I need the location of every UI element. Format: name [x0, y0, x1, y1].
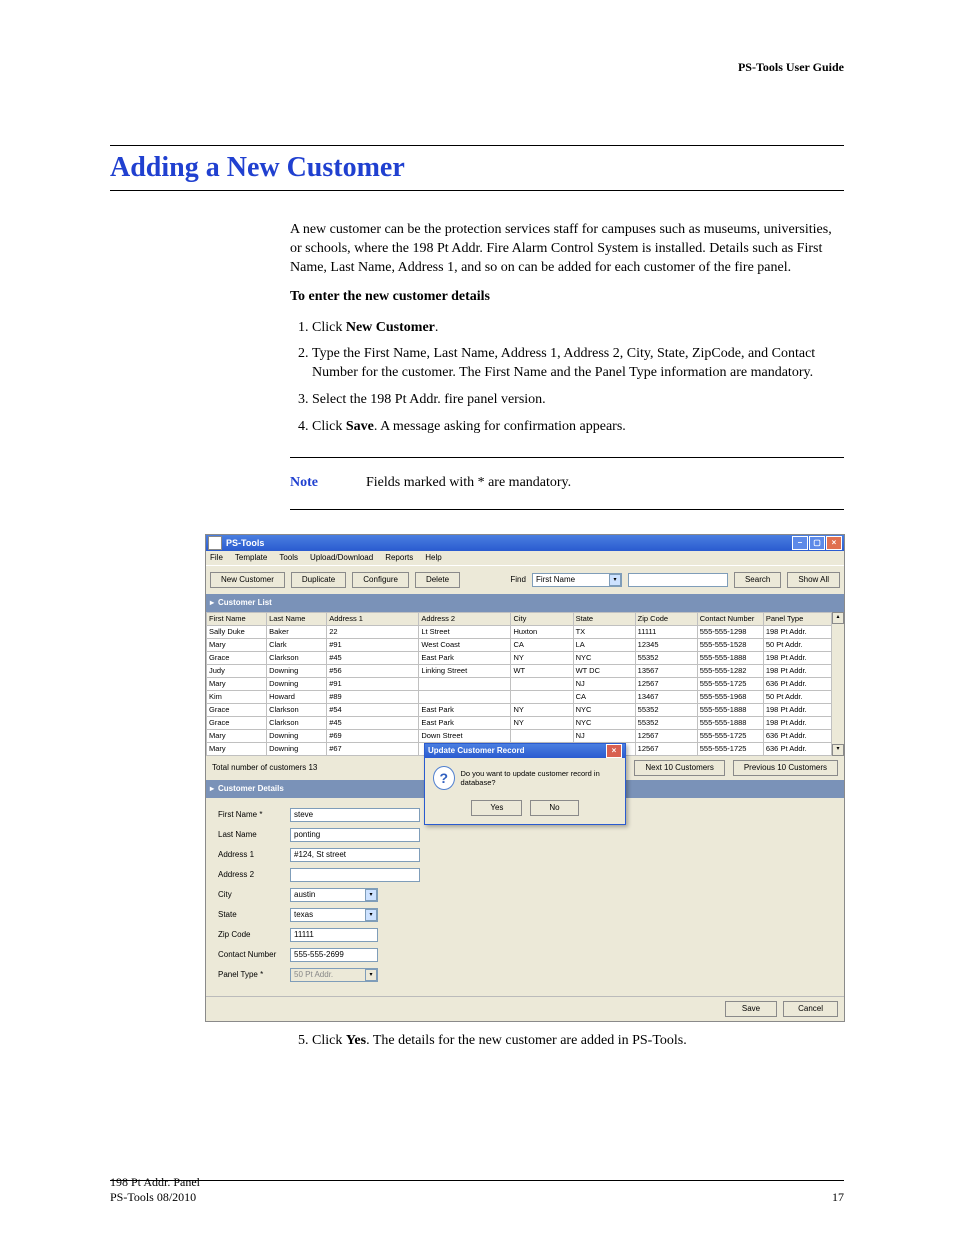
last-name-label: Last Name: [218, 830, 290, 839]
dialog-close-icon[interactable]: ×: [606, 744, 622, 758]
col-header[interactable]: Address 1: [327, 612, 419, 625]
page-footer: 198 Pt Addr. Panel PS-Tools 08/2010 17: [110, 1175, 844, 1205]
duplicate-button[interactable]: Duplicate: [291, 572, 346, 588]
table-row[interactable]: MaryDowning#69Down StreetNJ12567555-555-…: [207, 729, 844, 742]
section-title: Adding a New Customer: [110, 145, 844, 191]
zip-label: Zip Code: [218, 930, 290, 939]
minimize-icon[interactable]: –: [792, 536, 808, 550]
step-item: Click New Customer.: [312, 317, 844, 344]
find-input[interactable]: [628, 573, 728, 587]
address2-input[interactable]: [290, 868, 420, 882]
cancel-button[interactable]: Cancel: [783, 1001, 838, 1017]
menu-file[interactable]: File: [210, 553, 223, 562]
menu-reports[interactable]: Reports: [385, 553, 413, 562]
menu-upload-download[interactable]: Upload/Download: [310, 553, 373, 562]
new-customer-button[interactable]: New Customer: [210, 572, 285, 588]
menubar: File Template Tools Upload/Download Reports H…: [206, 551, 844, 565]
table-row[interactable]: Sally DukeBaker22Lt StreetHuxtonTX111115…: [207, 625, 844, 638]
table-row[interactable]: MaryDowning#91NJ12567555-555-1725636 Pt …: [207, 677, 844, 690]
col-header[interactable]: First Name: [207, 612, 267, 625]
maximize-icon[interactable]: ▢: [809, 536, 825, 550]
col-header[interactable]: Zip Code: [635, 612, 697, 625]
step-item: Type the First Name, Last Name, Address …: [312, 343, 844, 389]
chevron-down-icon[interactable]: ▾: [609, 574, 621, 586]
col-header[interactable]: Panel Type: [763, 612, 831, 625]
intro-paragraph: A new customer can be the protection ser…: [290, 221, 844, 278]
app-screenshot: PS-Tools – ▢ × File Template Tools Upload/D…: [205, 534, 845, 1022]
dialog-message: Do you want to update customer record in…: [461, 769, 617, 787]
show-all-button[interactable]: Show All: [787, 572, 840, 588]
note-label: Note: [290, 474, 366, 493]
panel-type-label: Panel Type *: [218, 970, 290, 979]
customer-grid: First NameLast NameAddress 1Address 2Cit…: [206, 612, 844, 756]
details-form: First Name * Last Name Address 1 Address…: [206, 798, 844, 996]
app-icon: [208, 536, 222, 550]
prev-customers-button[interactable]: Previous 10 Customers: [733, 760, 838, 776]
contact-label: Contact Number: [218, 950, 290, 959]
first-name-label: First Name *: [218, 810, 290, 819]
address2-label: Address 2: [218, 870, 290, 879]
table-row[interactable]: MaryClark#91West CoastCALA12345555-555-1…: [207, 638, 844, 651]
col-header[interactable]: City: [511, 612, 573, 625]
note-text: Fields marked with * are mandatory.: [366, 474, 844, 493]
footer-date: PS-Tools 08/2010: [110, 1190, 200, 1205]
table-row[interactable]: JudyDowning#56Linking StreetWTWT DC13567…: [207, 664, 844, 677]
address1-input[interactable]: [290, 848, 420, 862]
chevron-down-icon[interactable]: ▾: [365, 909, 377, 921]
last-name-input[interactable]: [290, 828, 420, 842]
steps-list: Click New Customer.Type the First Name, …: [290, 317, 844, 443]
chevron-down-icon: ▾: [365, 969, 377, 981]
table-row[interactable]: GraceClarkson#45East ParkNYNYC55352555-5…: [207, 651, 844, 664]
menu-tools[interactable]: Tools: [279, 553, 298, 562]
delete-button[interactable]: Delete: [415, 572, 460, 588]
titlebar: PS-Tools – ▢ ×: [206, 535, 844, 551]
find-label: Find: [510, 575, 526, 584]
zip-input[interactable]: [290, 928, 378, 942]
confirm-dialog: Update Customer Record × ? Do you want t…: [424, 743, 626, 825]
steps-list-contd: Click Yes. The details for the new custo…: [290, 1030, 844, 1057]
col-header[interactable]: Address 2: [419, 612, 511, 625]
footer-product: 198 Pt Addr. Panel: [110, 1175, 200, 1190]
col-header[interactable]: State: [573, 612, 635, 625]
chevron-down-icon[interactable]: ▾: [365, 889, 377, 901]
col-header[interactable]: Contact Number: [697, 612, 763, 625]
vertical-scrollbar[interactable]: ▴ ▾: [831, 612, 844, 756]
city-label: City: [218, 890, 290, 899]
save-button[interactable]: Save: [725, 1001, 777, 1017]
contact-input[interactable]: [290, 948, 378, 962]
running-header: PS-Tools User Guide: [110, 60, 844, 75]
address1-label: Address 1: [218, 850, 290, 859]
col-header[interactable]: Last Name: [267, 612, 327, 625]
total-customers-label: Total number of customers 13: [212, 763, 317, 772]
table-row[interactable]: GraceClarkson#45East ParkNYNYC55352555-5…: [207, 716, 844, 729]
menu-help[interactable]: Help: [425, 553, 441, 562]
scroll-down-icon[interactable]: ▾: [832, 744, 844, 756]
table-row[interactable]: GraceClarkson#54East ParkNYNYC55352555-5…: [207, 703, 844, 716]
step-5: Click Yes. The details for the new custo…: [312, 1030, 844, 1057]
search-button[interactable]: Search: [734, 572, 781, 588]
menu-template[interactable]: Template: [235, 553, 267, 562]
step-item: Click Save. A message asking for confirm…: [312, 416, 844, 443]
first-name-input[interactable]: [290, 808, 420, 822]
customer-list-header: ▸Customer List: [206, 594, 844, 612]
scroll-up-icon[interactable]: ▴: [832, 612, 844, 624]
step-item: Select the 198 Pt Addr. fire panel versi…: [312, 389, 844, 416]
bottom-bar: Save Cancel: [206, 996, 844, 1021]
table-row[interactable]: KimHoward#89CA13467555-555-196850 Pt Add…: [207, 690, 844, 703]
state-label: State: [218, 910, 290, 919]
close-icon[interactable]: ×: [826, 536, 842, 550]
question-icon: ?: [433, 766, 455, 790]
page-number: 17: [832, 1190, 844, 1205]
app-title: PS-Tools: [226, 538, 264, 548]
note-box: Note Fields marked with * are mandatory.: [290, 457, 844, 510]
subheading: To enter the new customer details: [290, 288, 844, 307]
toolbar: New Customer Duplicate Configure Delete …: [206, 565, 844, 594]
no-button[interactable]: No: [530, 800, 578, 816]
yes-button[interactable]: Yes: [471, 800, 522, 816]
configure-button[interactable]: Configure: [352, 572, 409, 588]
next-customers-button[interactable]: Next 10 Customers: [634, 760, 724, 776]
dialog-title: Update Customer Record: [428, 746, 524, 755]
